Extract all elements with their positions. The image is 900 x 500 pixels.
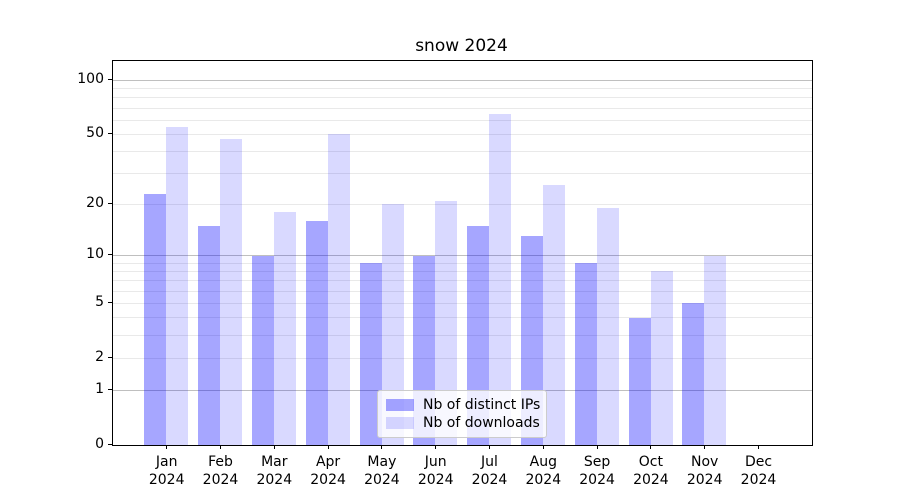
y-tick-label: 1 [95,380,104,397]
x-tick-label: Jul 2024 [471,454,508,488]
x-tick-label: Mar 2024 [256,454,293,488]
bar-downloads [220,139,243,445]
minor-gridline [113,88,812,90]
minor-gridline [113,280,812,282]
bar-downloads [704,255,727,445]
x-tick-mark [273,445,275,449]
minor-gridline [113,262,812,264]
x-tick-label: Oct 2024 [633,454,669,488]
plot-area [112,60,813,446]
minor-gridline [113,270,812,272]
minor-gridline [113,173,812,175]
x-tick-label: Sep 2024 [579,454,615,488]
bar-distinct-ips [144,193,167,445]
y-tick-label: 20 [86,194,104,211]
bar-distinct-ips [251,255,274,445]
y-tick-mark [108,202,112,204]
major-gridline [113,255,812,257]
y-tick-mark [108,78,112,80]
bar-distinct-ips [682,303,705,445]
minor-gridline [113,334,812,336]
x-tick-label: Aug 2024 [525,454,562,488]
bar-downloads [650,271,673,445]
y-tick-label: 0 [95,435,104,452]
legend-label: Nb of downloads [423,415,540,431]
x-tick-mark [381,445,383,449]
x-tick-label: Nov 2024 [686,454,723,488]
x-tick-mark [327,445,329,449]
bar-distinct-ips [628,317,651,445]
minor-gridline [113,119,812,121]
y-tick-mark [108,132,112,134]
x-tick-mark [489,445,490,449]
y-tick-label: 50 [86,124,104,141]
x-tick-label: Dec 2024 [740,454,777,488]
bar-downloads [435,200,458,445]
major-gridline [113,302,812,304]
chart-title: snow 2024 [415,36,508,56]
y-tick-mark [108,254,112,256]
legend: Nb of distinct IPs Nb of downloads [377,390,547,438]
legend-label: Nb of distinct IPs [423,397,541,413]
major-gridline [113,357,812,359]
x-tick-mark [650,445,652,449]
legend-row: Nb of downloads [386,414,540,432]
bar-downloads [489,113,512,445]
minor-gridline [113,317,812,319]
bar-downloads [596,208,619,445]
minor-gridline [113,151,812,153]
y-tick-mark [108,301,112,303]
x-tick-mark [542,445,544,449]
x-tick-mark [704,445,706,449]
bar-downloads [381,204,404,445]
y-tick-mark [108,443,112,445]
bar-downloads [327,134,350,445]
x-tick-label: Apr 2024 [310,454,346,488]
minor-gridline [113,290,812,292]
y-tick-mark [108,388,112,390]
x-tick-mark [220,445,221,449]
major-gridline [113,79,812,81]
x-tick-mark [758,445,759,449]
x-tick-mark [435,445,437,449]
major-gridline [113,203,812,205]
minor-gridline [113,97,812,99]
x-tick-label: Jun 2024 [417,454,454,488]
x-tick-mark [596,445,598,449]
x-tick-label: Jan 2024 [148,454,185,488]
bar-downloads [273,212,296,445]
x-tick-label: Feb 2024 [202,454,239,488]
y-tick-label: 5 [95,293,104,310]
major-gridline [113,133,812,135]
bar-distinct-ips [305,221,328,445]
bar-distinct-ips [198,225,221,445]
y-tick-label: 10 [86,246,104,263]
legend-row: Nb of distinct IPs [386,396,541,414]
bar-downloads [542,184,565,445]
bar-distinct-ips [574,263,597,445]
y-tick-label: 100 [77,70,104,87]
legend-swatch [386,399,414,411]
bar-distinct-ips [359,263,382,445]
bar-downloads [166,126,189,445]
x-tick-label: May 2024 [364,454,400,488]
y-tick-label: 2 [95,348,104,365]
y-tick-mark [108,356,112,358]
x-tick-mark [166,445,168,449]
legend-swatch [386,417,414,429]
minor-gridline [113,107,812,109]
